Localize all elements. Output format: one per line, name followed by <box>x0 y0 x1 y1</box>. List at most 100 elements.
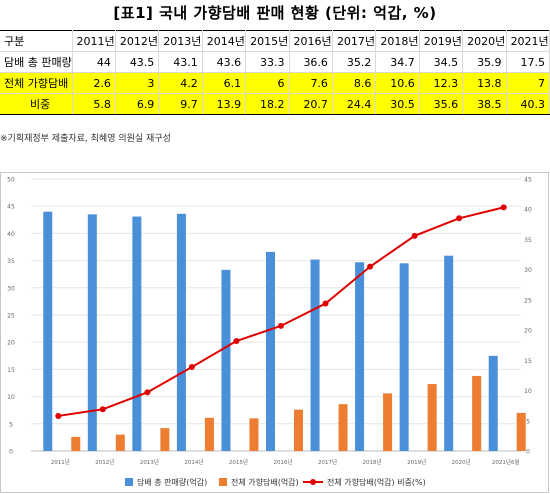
y-right-tick-label: 25 <box>524 297 532 304</box>
y-right-tick-label: 5 <box>526 418 530 425</box>
y-right-tick-label: 15 <box>524 358 532 365</box>
bar-total-sales <box>444 255 454 451</box>
table-cell: 34.7 <box>375 51 420 73</box>
y-left-tick-label: 50 <box>7 177 15 184</box>
bar-flavored <box>383 393 393 451</box>
legend-swatch-flavored <box>219 478 227 486</box>
bar-total-sales <box>132 216 142 451</box>
table-cell: 43.1 <box>158 51 203 73</box>
x-tick-label: 2012년 <box>95 458 114 466</box>
x-tick-label: 2020년 <box>452 458 471 466</box>
bar-total-sales <box>176 213 186 451</box>
table-cell: 24.4 <box>332 93 377 115</box>
table-cell: 17.5 <box>506 51 550 73</box>
table-row-flavored: 전체 가향담배 2.6 3 4.2 6.1 6 7.6 8.6 10.6 12.… <box>0 72 550 94</box>
table-header-cell: 2021년6월 <box>506 30 550 52</box>
table-cell: 33.3 <box>245 51 290 73</box>
table-cell: 44 <box>72 51 116 73</box>
table-cell: 43.6 <box>202 51 247 73</box>
table-row-share: 비중 5.8 6.9 9.7 13.9 18.2 20.7 24.4 30.5 … <box>0 93 550 115</box>
table-header-cell: 2011년 <box>72 30 116 52</box>
share-point <box>456 215 463 222</box>
y-left-tick-label: 20 <box>7 340 15 347</box>
table-cell: 30.5 <box>375 93 420 115</box>
table-cell: 3 <box>115 72 160 94</box>
bar-total-sales <box>355 262 365 451</box>
legend-label-share: 전체 가향담배(억갑) 비중(%) <box>327 477 426 487</box>
table-cell: 43.5 <box>115 51 160 73</box>
y-left-tick-label: 5 <box>9 421 13 428</box>
table-cell: 34.5 <box>419 51 464 73</box>
bar-total-sales <box>87 214 97 451</box>
legend-swatch-total-sales <box>125 478 133 486</box>
table-cell: 4.2 <box>158 72 203 94</box>
bar-total-sales <box>43 211 53 451</box>
y-left-tick-label: 15 <box>7 367 15 374</box>
bar-flavored <box>204 417 214 451</box>
x-tick-label: 2014년 <box>184 458 203 466</box>
y-left-tick-label: 10 <box>7 394 15 401</box>
table-header-cell: 2013년 <box>158 30 203 52</box>
table-cell: 8.6 <box>332 72 377 94</box>
share-point <box>500 204 507 211</box>
bar-flavored <box>338 404 348 451</box>
table-cell: 2.6 <box>72 72 116 94</box>
table-header-cell: 구분 <box>0 30 73 52</box>
share-point <box>278 322 284 329</box>
x-tick-label: 2011년 <box>51 458 70 466</box>
source-note: ※기획재정부 제출자료, 최혜영 의원실 재구성 <box>0 134 171 144</box>
y-left-tick-label: 0 <box>9 449 13 456</box>
share-point <box>99 406 106 413</box>
share-point <box>188 363 195 370</box>
share-point <box>322 300 329 307</box>
table-row-total-sales: 담배 총 판매량 44 43.5 43.1 43.6 33.3 36.6 35.… <box>0 51 550 73</box>
bar-total-sales <box>221 269 231 451</box>
legend-swatch-share-point <box>310 479 316 485</box>
table-header-cell: 2015년 <box>245 30 290 52</box>
x-tick-label: 2019년 <box>407 458 426 466</box>
table-header-cell: 2017년 <box>332 30 377 52</box>
table-cell: 13.9 <box>202 93 247 115</box>
table-cell: 13.8 <box>462 72 507 94</box>
legend-label-total-sales: 담배 총 판매량(억갑) <box>137 477 207 487</box>
share-line <box>58 206 504 417</box>
table-cell: 5.8 <box>72 93 116 115</box>
x-tick-label: 2013년 <box>140 458 159 466</box>
x-tick-label: 2021년6월 <box>492 458 520 466</box>
table-header-row: 구분 2011년 2012년 2013년 2014년 2015년 2016년 2… <box>0 30 550 52</box>
table-header-cell: 2016년 <box>289 30 333 52</box>
table-cell: 7 <box>506 72 550 94</box>
table-cell: 36.6 <box>289 51 333 73</box>
bar-flavored <box>427 384 437 451</box>
y-left-tick-label: 45 <box>7 204 15 211</box>
y-left-tick-label: 25 <box>7 313 15 320</box>
table-header-cell: 2019년 <box>419 30 464 52</box>
table-header-cell: 2020년 <box>462 30 507 52</box>
bar-flavored <box>516 412 526 451</box>
table-cell: 20.7 <box>289 93 333 115</box>
share-point <box>55 412 62 419</box>
row-label: 담배 총 판매량 <box>0 51 73 73</box>
y-left-tick-label: 35 <box>7 258 15 265</box>
table-cell: 6.9 <box>115 93 160 115</box>
row-label: 비중 <box>0 93 73 115</box>
share-point <box>144 389 151 396</box>
bar-total-sales <box>266 251 275 451</box>
table-cell: 35.2 <box>332 51 377 73</box>
table-header-cell: 2018년 <box>375 30 420 52</box>
table-cell: 40.3 <box>506 93 550 115</box>
bar-flavored <box>71 436 81 451</box>
bar-flavored <box>249 418 259 451</box>
table-cell: 6 <box>245 72 290 94</box>
y-left-tick-label: 30 <box>7 285 15 292</box>
x-tick-label: 2015년 <box>229 458 248 466</box>
legend-label-flavored: 전체 가향담배(억갑) <box>231 477 299 487</box>
y-right-tick-label: 45 <box>524 177 532 184</box>
table-cell: 10.6 <box>375 72 420 94</box>
table-cell: 6.1 <box>202 72 247 94</box>
bar-flavored <box>294 409 303 451</box>
chart-frame: 0 5 10 15 20 25 30 35 40 45 50 0 5 10 15 20 25 30 35 40 45 20… <box>0 172 549 493</box>
combo-chart: 0 5 10 15 20 25 30 35 40 45 50 0 5 10 15 20 25 30 35 40 45 20… <box>7 177 532 488</box>
x-tick-label: 2017년 <box>318 458 337 466</box>
row-label: 전체 가향담배 <box>0 72 73 94</box>
